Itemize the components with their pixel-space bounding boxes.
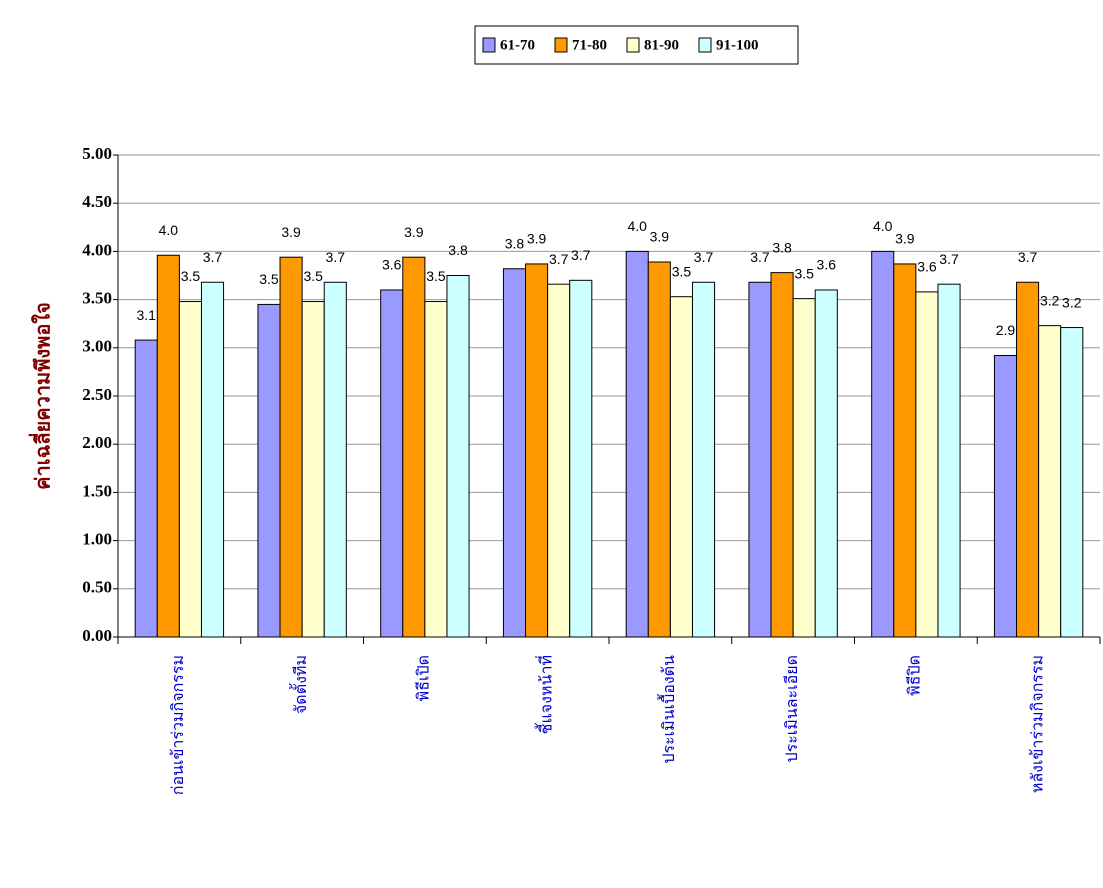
bar <box>937 283 961 638</box>
bar <box>200 281 225 638</box>
y-tick-label: 0.00 <box>82 626 112 645</box>
legend-swatch <box>554 37 568 53</box>
value-label: 3.5 <box>181 268 201 284</box>
value-label: 3.7 <box>203 249 223 265</box>
value-label: 3.8 <box>505 235 525 251</box>
value-label: 3.2 <box>1062 294 1082 310</box>
value-label: 3.7 <box>694 249 714 265</box>
y-tick-label: 4.50 <box>82 192 112 211</box>
bar <box>279 256 303 638</box>
x-tick-label: ประเมินละเอียด <box>783 655 801 763</box>
bar <box>1060 327 1084 638</box>
bar <box>691 281 716 638</box>
value-label: 3.5 <box>426 268 446 284</box>
legend-label: 61-70 <box>500 37 535 53</box>
x-tick-label: พิธีเปิด <box>415 655 433 701</box>
value-label: 3.9 <box>527 231 547 247</box>
value-label: 3.6 <box>817 257 837 273</box>
x-tick-label: หลังเข้าร่วมกิจกรรม <box>1028 655 1046 793</box>
bar <box>525 263 549 638</box>
value-label: 2.9 <box>996 322 1016 338</box>
bar <box>569 279 593 638</box>
bar <box>647 261 671 638</box>
y-tick-label: 2.00 <box>82 433 112 452</box>
value-label: 3.2 <box>1040 292 1060 308</box>
value-label: 3.7 <box>750 249 770 265</box>
x-tick-label: ก่อนเข้าร่วมกิจกรรม <box>169 655 187 795</box>
y-tick-label: 1.50 <box>82 481 112 500</box>
y-tick-label: 2.50 <box>82 385 112 404</box>
value-label: 3.5 <box>794 265 814 281</box>
legend-swatch <box>482 37 496 53</box>
y-axis-label: ค่าเฉลี่ยความพึงพอใจ <box>28 302 55 490</box>
bar <box>1038 325 1062 638</box>
value-label: 3.8 <box>772 239 792 255</box>
bar <box>814 289 838 638</box>
value-label: 3.7 <box>326 249 346 265</box>
value-label: 3.5 <box>259 271 279 287</box>
y-tick-label: 4.00 <box>82 240 112 259</box>
y-tick-label: 1.00 <box>82 530 112 549</box>
x-tick-label: ประเมินเบื้องต้น <box>657 655 678 764</box>
bar <box>748 281 772 638</box>
legend-label: 91-100 <box>716 37 759 53</box>
bar <box>156 254 180 638</box>
x-tick-label: จัดตั้งทีม <box>289 655 310 714</box>
legend-label: 71-80 <box>572 37 607 53</box>
bar <box>625 250 649 638</box>
bar <box>915 291 939 638</box>
bar <box>402 256 426 638</box>
value-label: 3.9 <box>404 224 424 240</box>
bar <box>993 355 1018 638</box>
bar <box>380 289 404 638</box>
value-label: 3.7 <box>939 251 959 267</box>
value-label: 3.9 <box>650 229 670 245</box>
value-label: 3.9 <box>281 224 301 240</box>
y-tick-label: 5.00 <box>82 144 112 163</box>
value-label: 3.7 <box>549 251 569 267</box>
value-label: 3.7 <box>1018 249 1038 265</box>
x-tick-label: ชี้แจงหน้าที่ <box>534 655 555 734</box>
bar <box>424 301 448 638</box>
value-label: 3.5 <box>303 268 323 284</box>
bar <box>1016 281 1040 638</box>
y-tick-label: 3.00 <box>82 337 112 356</box>
bar <box>792 298 816 638</box>
value-label: 4.0 <box>159 222 179 238</box>
value-label: 3.7 <box>571 247 591 263</box>
bar <box>502 268 527 638</box>
bar <box>134 339 158 638</box>
value-label: 3.6 <box>382 257 402 273</box>
x-tick-label: พิธีปิด <box>906 655 924 696</box>
bar <box>446 275 470 638</box>
legend-label: 81-90 <box>644 37 679 53</box>
bar <box>893 263 917 638</box>
y-tick-label: 0.50 <box>82 578 112 597</box>
bar <box>178 301 202 638</box>
bar <box>669 296 693 638</box>
bar <box>257 303 281 638</box>
bar <box>871 250 895 638</box>
y-tick-label: 3.50 <box>82 289 112 308</box>
value-label: 3.5 <box>672 263 692 279</box>
bar <box>547 283 571 638</box>
bar <box>770 272 794 638</box>
value-label: 3.9 <box>895 231 915 247</box>
bar <box>301 301 325 638</box>
bar <box>323 281 347 638</box>
legend-swatch <box>698 37 712 53</box>
value-label: 3.8 <box>448 242 468 258</box>
value-label: 3.1 <box>136 307 156 323</box>
legend-swatch <box>626 37 640 53</box>
value-label: 3.6 <box>917 259 937 275</box>
value-label: 4.0 <box>873 218 893 234</box>
value-label: 4.0 <box>627 218 647 234</box>
